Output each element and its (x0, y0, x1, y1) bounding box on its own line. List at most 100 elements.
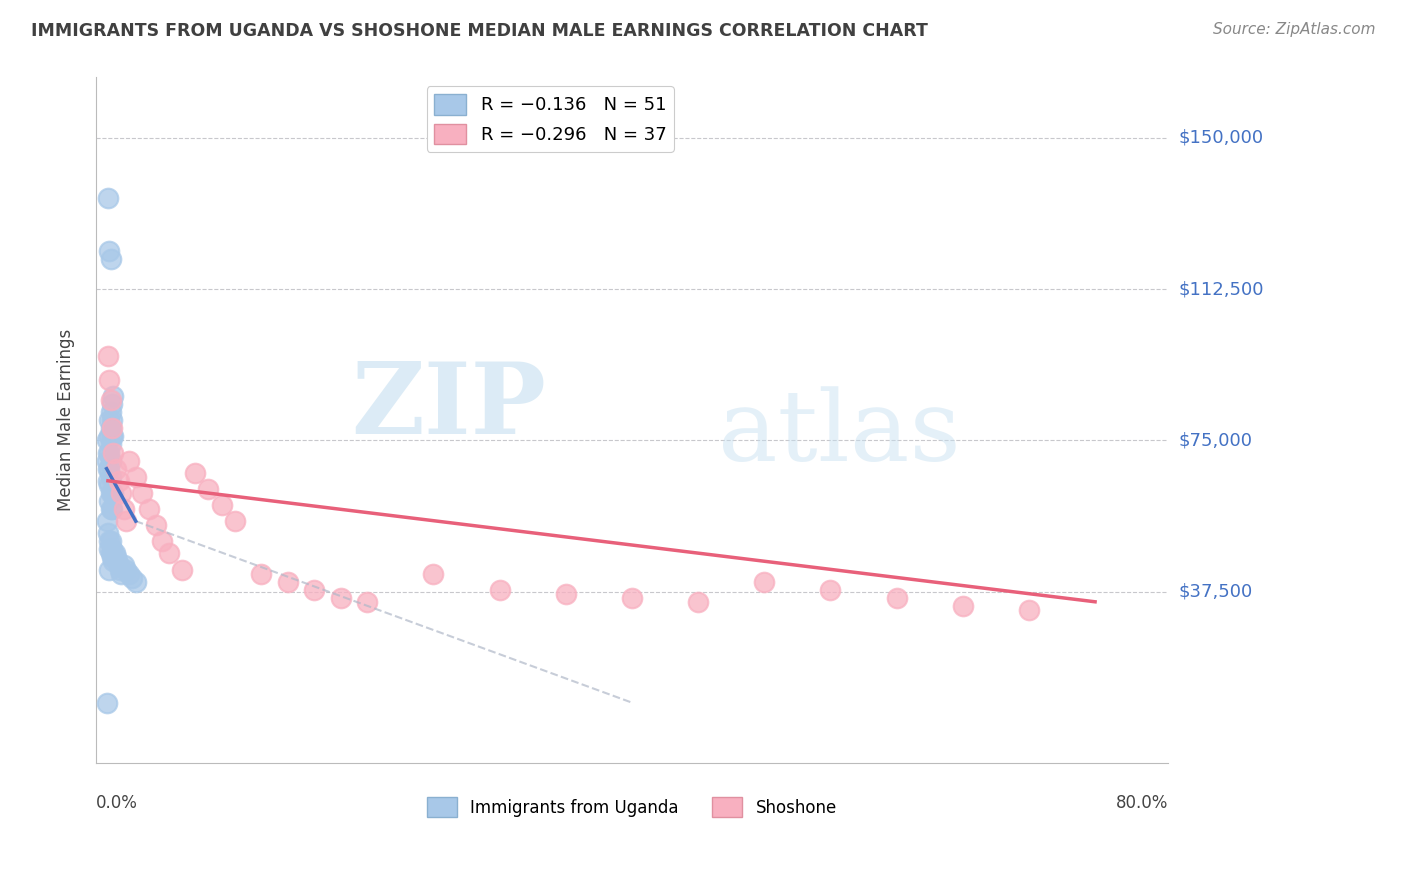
Point (98, 244, 121, 258)
Point (422, 566, 444, 581)
Point (488, 582, 510, 597)
Point (101, 397, 124, 411)
Point (97, 474, 120, 488)
Point (118, 453, 141, 467)
Text: $75,000: $75,000 (1180, 432, 1253, 450)
Point (224, 514, 246, 528)
Text: atlas: atlas (717, 386, 960, 482)
Point (98, 534, 121, 549)
Point (97, 461, 120, 475)
Point (112, 502, 135, 516)
Point (112, 558, 135, 573)
Point (101, 413, 124, 427)
Point (125, 469, 148, 483)
Point (1018, 603, 1040, 617)
Point (754, 574, 776, 589)
Point (115, 562, 138, 576)
Point (688, 595, 710, 609)
Point (96, 434, 118, 448)
Point (97, 349, 120, 363)
Point (118, 566, 141, 581)
Point (98, 429, 121, 443)
Text: $150,000: $150,000 (1180, 129, 1264, 147)
Point (197, 482, 219, 496)
Point (101, 486, 124, 500)
Point (250, 566, 273, 581)
Point (620, 591, 643, 605)
Point (98, 373, 121, 387)
Text: 80.0%: 80.0% (1115, 794, 1168, 812)
Point (98, 542, 121, 557)
Point (98, 461, 121, 475)
Point (96, 453, 118, 467)
Y-axis label: Median Male Earnings: Median Male Earnings (58, 329, 75, 511)
Text: ZIP: ZIP (352, 358, 546, 455)
Point (101, 421, 124, 435)
Point (554, 587, 576, 601)
Point (100, 469, 122, 483)
Point (103, 445, 125, 459)
Point (138, 502, 160, 516)
Point (97, 526, 120, 541)
Point (104, 461, 127, 475)
Point (103, 486, 125, 500)
Text: $112,500: $112,500 (1180, 280, 1264, 298)
Point (952, 599, 974, 613)
Point (110, 566, 132, 581)
Point (105, 554, 128, 568)
Point (103, 429, 125, 443)
Point (108, 562, 131, 576)
Point (98, 562, 121, 576)
Point (101, 542, 124, 557)
Point (125, 574, 148, 589)
Point (121, 571, 143, 585)
Point (145, 518, 167, 533)
Point (100, 252, 122, 266)
Point (329, 591, 352, 605)
Point (277, 574, 299, 589)
Point (97, 191, 120, 205)
Point (104, 550, 127, 565)
Point (103, 546, 125, 560)
Point (150, 534, 173, 549)
Point (98, 478, 121, 492)
Point (157, 546, 180, 560)
Text: IMMIGRANTS FROM UGANDA VS SHOSHONE MEDIAN MALE EARNINGS CORRELATION CHART: IMMIGRANTS FROM UGANDA VS SHOSHONE MEDIA… (31, 22, 928, 40)
Point (184, 466, 207, 480)
Point (100, 486, 122, 500)
Point (100, 453, 122, 467)
Point (101, 429, 124, 443)
Point (101, 550, 124, 565)
Point (100, 437, 122, 451)
Point (107, 474, 129, 488)
Point (100, 546, 122, 560)
Point (101, 502, 124, 516)
Point (96, 696, 118, 710)
Point (100, 534, 122, 549)
Point (98, 413, 121, 427)
Point (100, 421, 122, 435)
Point (103, 554, 125, 568)
Point (98, 445, 121, 459)
Point (211, 498, 233, 512)
Point (103, 389, 125, 403)
Text: Source: ZipAtlas.com: Source: ZipAtlas.com (1212, 22, 1375, 37)
Point (96, 514, 118, 528)
Text: 0.0%: 0.0% (96, 794, 138, 812)
Point (100, 393, 122, 408)
Point (97, 445, 120, 459)
Point (107, 558, 129, 573)
Point (115, 514, 138, 528)
Point (886, 591, 908, 605)
Point (98, 494, 121, 508)
Point (304, 582, 326, 597)
Point (820, 582, 842, 597)
Point (170, 562, 193, 576)
Point (356, 595, 378, 609)
Point (100, 405, 122, 419)
Text: $37,500: $37,500 (1180, 582, 1253, 600)
Point (100, 502, 122, 516)
Legend: Immigrants from Uganda, Shoshone: Immigrants from Uganda, Shoshone (420, 791, 844, 823)
Point (131, 486, 153, 500)
Point (110, 486, 132, 500)
